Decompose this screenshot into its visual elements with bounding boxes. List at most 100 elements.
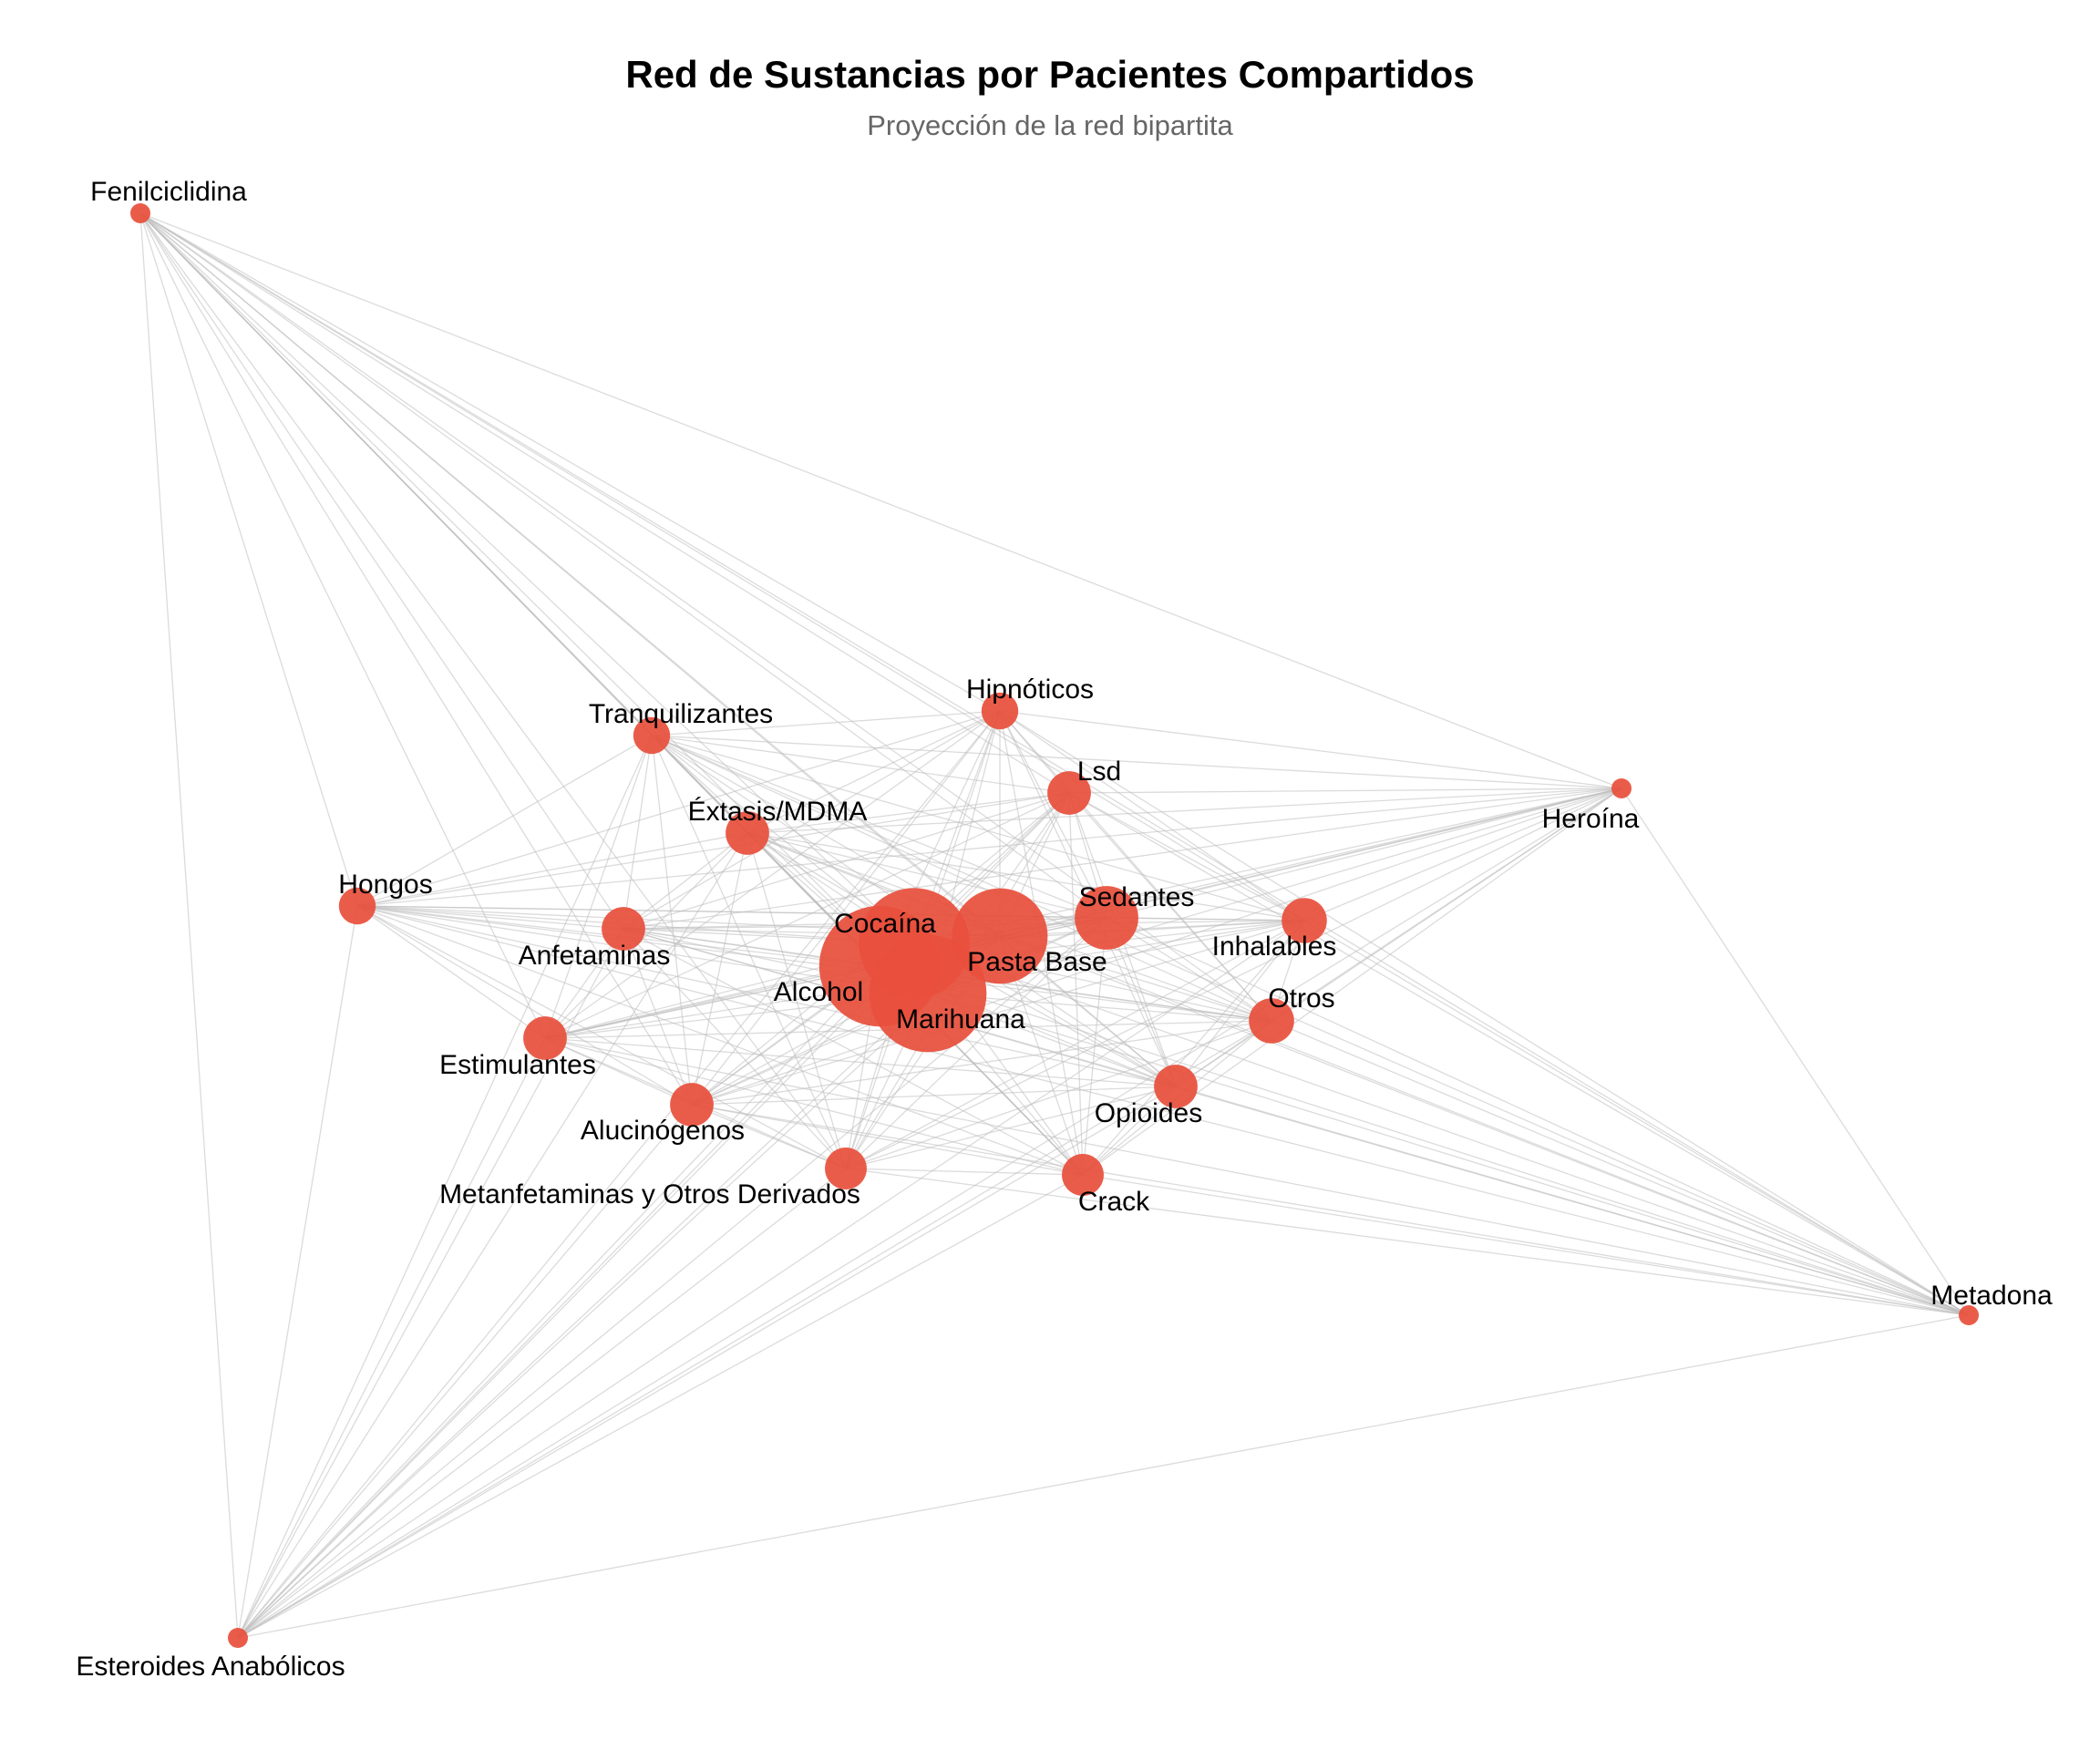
- edge-heroina-hipnoticos: [999, 710, 1622, 789]
- edge-tranquilizantes-metanfetaminas: [651, 735, 847, 1169]
- edge-lsd-anfetaminas: [623, 792, 1070, 930]
- edge-opioides-inhalables: [1175, 920, 1305, 1087]
- node-metanfetaminas[interactable]: [825, 1148, 867, 1189]
- edge-inhalables-sedantes: [1106, 917, 1305, 921]
- edge-heroina-hongos: [356, 788, 1622, 907]
- edge-heroina-sedantes: [1106, 788, 1622, 919]
- node-tranquilizantes[interactable]: [633, 716, 671, 755]
- edge-fenilciclidina-metadona: [139, 212, 1970, 1316]
- label-fenilciclidina: Fenilciclidina: [90, 177, 247, 207]
- node-lsd[interactable]: [1047, 771, 1091, 815]
- edge-fenilciclidina-metanfetaminas: [139, 212, 847, 1169]
- label-crack: Crack: [1078, 1187, 1150, 1217]
- edge-hongos-crack: [356, 905, 1084, 1176]
- node-cocaina[interactable]: [859, 888, 970, 999]
- edge-hongos-alucinogenos: [356, 905, 693, 1106]
- node-otros[interactable]: [1249, 998, 1294, 1044]
- label-hipnoticos: Hipnóticos: [966, 674, 1094, 705]
- label-metanfetaminas: Metanfetaminas y Otros Derivados: [439, 1179, 860, 1210]
- edge-lsd-estimulantes: [544, 792, 1070, 1039]
- edge-esteroides-hipnoticos: [237, 710, 1001, 1639]
- label-sedantes: Sedantes: [1079, 882, 1195, 912]
- edge-hipnoticos-estimulantes: [544, 710, 1001, 1039]
- label-esteroides: Esteroides Anabólicos: [76, 1652, 345, 1682]
- edge-metadona-inhalables: [1303, 920, 1970, 1316]
- edge-hipnoticos-extasis: [746, 710, 1001, 834]
- label-heroina: Heroína: [1542, 804, 1640, 834]
- edge-anfetaminas-crack: [623, 928, 1084, 1176]
- edge-alucinogenos-crack: [691, 1104, 1084, 1176]
- label-lsd: Lsd: [1077, 757, 1121, 787]
- label-otros: Otros: [1268, 983, 1334, 1014]
- edge-esteroides-marihuana: [237, 993, 929, 1639]
- edge-esteroides-metanfetaminas: [237, 1168, 847, 1639]
- edge-extasis-metanfetaminas: [746, 832, 847, 1169]
- edge-tranquilizantes-hongos: [356, 735, 653, 907]
- node-metadona[interactable]: [1959, 1305, 1979, 1325]
- edge-anfetaminas-alucinogenos: [623, 928, 693, 1106]
- node-opioides[interactable]: [1154, 1065, 1198, 1108]
- edge-tranquilizantes-estimulantes: [544, 735, 653, 1039]
- edge-heroina-inhalables: [1303, 788, 1622, 921]
- edge-hipnoticos-sedantes: [999, 710, 1107, 919]
- node-crack[interactable]: [1062, 1154, 1104, 1196]
- label-tranquilizantes: Tranquilizantes: [589, 699, 773, 729]
- label-layer: Fenilciclidina Heroína Metadona Esteroides …: [76, 177, 2053, 1682]
- edge-metadona-esteroides: [237, 1314, 1970, 1639]
- edge-esteroides-cocaina: [237, 942, 915, 1639]
- edge-extasis-inhalables: [746, 832, 1305, 921]
- node-heroina[interactable]: [1611, 778, 1632, 798]
- node-hongos[interactable]: [338, 887, 376, 925]
- edge-metanfetaminas-inhalables: [845, 920, 1305, 1169]
- node-inhalables[interactable]: [1282, 898, 1327, 943]
- node-alucinogenos[interactable]: [670, 1083, 714, 1127]
- edge-metadona-cocaina: [913, 942, 1970, 1316]
- edge-lsd-crack: [1068, 792, 1084, 1176]
- node-extasis[interactable]: [726, 811, 769, 855]
- node-anfetaminas[interactable]: [602, 907, 645, 951]
- edge-metadona-hongos: [356, 905, 1970, 1316]
- edge-hongos-otros: [356, 905, 1272, 1022]
- edge-tranquilizantes-inhalables: [651, 735, 1305, 921]
- edge-crack-inhalables: [1082, 920, 1305, 1176]
- edge-tranquilizantes-anfetaminas: [623, 735, 653, 930]
- edge-heroina-crack: [1082, 788, 1622, 1176]
- node-hipnoticos[interactable]: [981, 692, 1019, 730]
- edge-fenilciclidina-anfetaminas: [139, 212, 624, 930]
- node-sedantes[interactable]: [1075, 886, 1138, 950]
- edge-alucinogenos-inhalables: [691, 920, 1305, 1106]
- edge-fenilciclidina-sedantes: [139, 212, 1107, 919]
- chart-title: Red de Sustancias por Pacientes Comparti…: [625, 53, 1475, 96]
- edge-estimulantes-crack: [544, 1037, 1084, 1176]
- edge-metadona-otros: [1271, 1020, 1970, 1316]
- edge-lsd-otros: [1068, 792, 1272, 1022]
- edge-layer: [139, 212, 1970, 1639]
- node-pastabase[interactable]: [952, 888, 1048, 984]
- edge-esteroides-inhalables: [237, 920, 1305, 1639]
- edge-tranquilizantes-otros: [651, 735, 1272, 1022]
- edge-heroina-anfetaminas: [623, 788, 1622, 930]
- edge-extasis-sedantes: [746, 832, 1107, 919]
- edge-hipnoticos-alucinogenos: [691, 710, 1001, 1106]
- edge-hipnoticos-hongos: [356, 710, 1001, 907]
- node-fenilciclidina[interactable]: [130, 203, 150, 223]
- label-hongos: Hongos: [338, 870, 432, 900]
- edge-metanfetaminas-crack: [845, 1168, 1084, 1176]
- edge-fenilciclidina-lsd: [139, 212, 1070, 794]
- edge-metadona-sedantes: [1106, 917, 1970, 1316]
- node-layer: [130, 203, 1979, 1648]
- node-estimulantes[interactable]: [523, 1016, 567, 1060]
- edge-metadona-alcohol: [879, 965, 1970, 1316]
- edge-metanfetaminas-opioides: [845, 1086, 1177, 1169]
- edge-fenilciclidina-pastabase: [139, 212, 1001, 937]
- edge-alucinogenos-opioides: [691, 1086, 1177, 1106]
- edge-hipnoticos-inhalables: [999, 710, 1305, 921]
- edge-alucinogenos-otros: [691, 1020, 1272, 1106]
- edge-crack-sedantes: [1082, 917, 1107, 1176]
- edge-metadona-pastabase: [999, 935, 1970, 1316]
- node-esteroides[interactable]: [228, 1628, 248, 1648]
- edge-metadona-alucinogenos: [691, 1104, 1970, 1316]
- edge-tranquilizantes-sedantes: [651, 735, 1107, 919]
- edge-esteroides-estimulantes: [237, 1037, 546, 1639]
- label-alcohol: Alcohol: [774, 977, 863, 1007]
